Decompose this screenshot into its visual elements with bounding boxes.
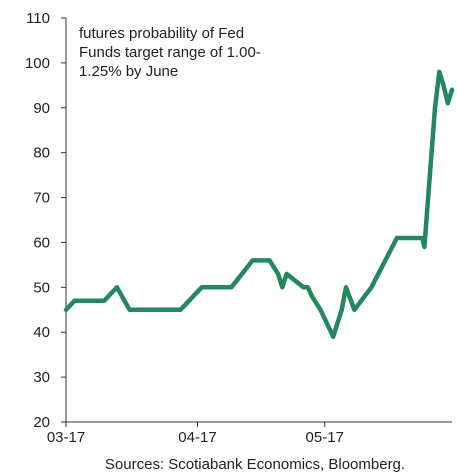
y-tick-label: 20: [33, 414, 50, 431]
annotation-line: futures probability of Fed: [79, 25, 244, 42]
x-tick-label: 04-17: [178, 429, 216, 446]
series-layer: [63, 69, 455, 339]
y-tick-label: 90: [33, 100, 50, 117]
source-note: Sources: Scotiabank Economics, Bloomberg…: [105, 456, 405, 473]
series-line: [63, 69, 455, 339]
annotation-line: 1.25% by June: [79, 63, 178, 80]
x-tick-label: 05-17: [306, 429, 344, 446]
x-axis: 03-17 04-17 05-17: [47, 421, 452, 446]
y-tick-label: 80: [33, 145, 50, 162]
annotation-text: futures probability of Fed Funds target r…: [79, 25, 261, 80]
y-tick-label: 100: [25, 55, 50, 72]
y-tick-label: 110: [26, 10, 50, 27]
x-tick-label: 03-17: [47, 429, 85, 446]
annotation-line: Funds target range of 1.00-: [79, 44, 261, 61]
y-axis: 20 30 40 50 60 70 80 90 100 110: [25, 10, 67, 431]
y-tick-label: 70: [33, 190, 50, 207]
y-tick-label: 40: [33, 324, 50, 341]
y-tick-label: 30: [33, 369, 50, 386]
y-tick-label: 50: [33, 279, 50, 296]
y-tick-label: 60: [33, 234, 50, 251]
